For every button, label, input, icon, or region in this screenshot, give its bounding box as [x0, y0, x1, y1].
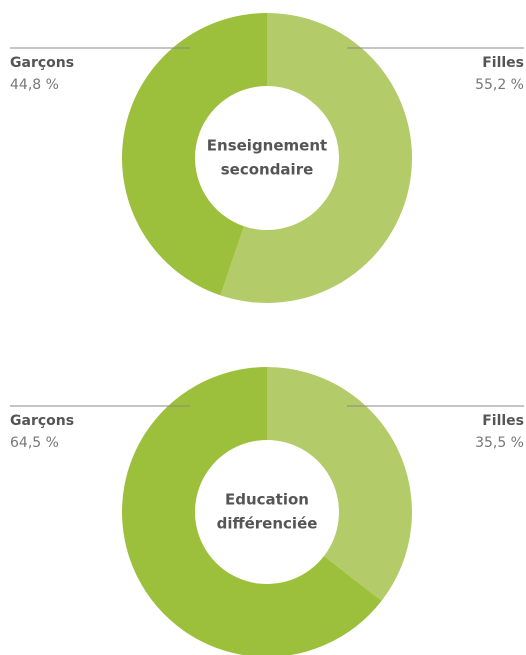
slice-value: 64,5 % — [10, 435, 59, 451]
slice-name: Garçons — [10, 55, 74, 71]
donut-slice — [220, 13, 413, 303]
center-label: secondaire — [221, 161, 314, 179]
slice-name: Filles — [482, 55, 524, 71]
donut-slice — [122, 13, 267, 296]
donut-slice — [122, 367, 382, 655]
center-label: différenciée — [217, 515, 318, 533]
slice-value: 35,5 % — [475, 435, 524, 451]
donut-slice — [267, 367, 412, 601]
slice-value: 55,2 % — [475, 77, 524, 93]
slice-value: 44,8 % — [10, 77, 59, 93]
slice-name: Garçons — [10, 413, 74, 429]
slice-name: Filles — [482, 413, 524, 429]
center-label: Enseignement — [207, 137, 327, 155]
center-label: Education — [225, 491, 309, 509]
